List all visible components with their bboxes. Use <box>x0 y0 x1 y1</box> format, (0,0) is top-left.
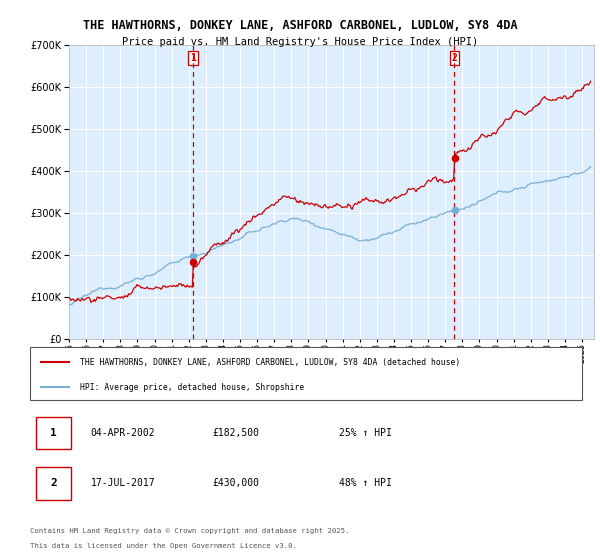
Text: Price paid vs. HM Land Registry's House Price Index (HPI): Price paid vs. HM Land Registry's House … <box>122 37 478 47</box>
Text: 48% ↑ HPI: 48% ↑ HPI <box>339 478 392 488</box>
Text: 2: 2 <box>50 478 57 488</box>
Text: 17-JUL-2017: 17-JUL-2017 <box>91 478 155 488</box>
Text: 25% ↑ HPI: 25% ↑ HPI <box>339 428 392 438</box>
Text: Contains HM Land Registry data © Crown copyright and database right 2025.: Contains HM Land Registry data © Crown c… <box>30 528 349 534</box>
Text: THE HAWTHORNS, DONKEY LANE, ASHFORD CARBONEL, LUDLOW, SY8 4DA (detached house): THE HAWTHORNS, DONKEY LANE, ASHFORD CARB… <box>80 358 460 367</box>
Text: This data is licensed under the Open Government Licence v3.0.: This data is licensed under the Open Gov… <box>30 543 297 549</box>
Text: 1: 1 <box>50 428 57 438</box>
Text: HPI: Average price, detached house, Shropshire: HPI: Average price, detached house, Shro… <box>80 382 304 391</box>
Text: 1: 1 <box>190 53 196 63</box>
Text: THE HAWTHORNS, DONKEY LANE, ASHFORD CARBONEL, LUDLOW, SY8 4DA: THE HAWTHORNS, DONKEY LANE, ASHFORD CARB… <box>83 18 517 32</box>
Text: 2: 2 <box>452 53 457 63</box>
FancyBboxPatch shape <box>35 417 71 449</box>
Text: £430,000: £430,000 <box>212 478 259 488</box>
Text: 04-APR-2002: 04-APR-2002 <box>91 428 155 438</box>
FancyBboxPatch shape <box>35 467 71 500</box>
FancyBboxPatch shape <box>30 347 582 400</box>
Text: £182,500: £182,500 <box>212 428 259 438</box>
